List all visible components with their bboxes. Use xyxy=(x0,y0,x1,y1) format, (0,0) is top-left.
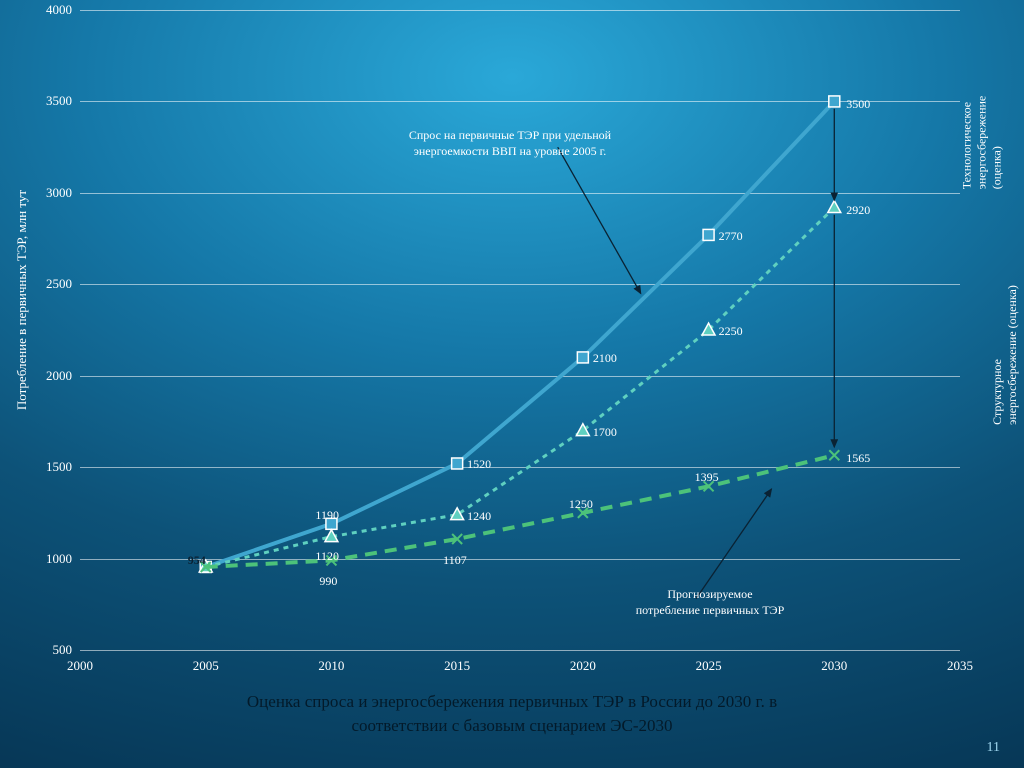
data-label: 2100 xyxy=(593,351,617,366)
data-label: 1565 xyxy=(846,451,870,466)
y-tick: 2000 xyxy=(46,368,80,384)
page-number: 11 xyxy=(987,740,1000,756)
annotation-right-struct: Структурноеэнергосбережение (оценка) xyxy=(990,285,1020,425)
chart-plot-area: 5001000150020002500300035004000200020052… xyxy=(80,10,960,650)
data-label: 2250 xyxy=(719,324,743,339)
data-label: 1190 xyxy=(315,508,339,523)
data-label: 2770 xyxy=(719,229,743,244)
y-tick: 1500 xyxy=(46,459,80,475)
y-tick: 3500 xyxy=(46,93,80,109)
data-label: 1520 xyxy=(467,457,491,472)
y-axis-label: Потребление в первичных ТЭР, млн тут xyxy=(14,190,30,410)
x-tick: 2035 xyxy=(947,650,973,674)
marker-tech xyxy=(702,323,715,335)
marker-tech xyxy=(451,508,464,520)
caption: Оценка спроса и энергосбережения первичн… xyxy=(0,690,1024,738)
x-tick: 2020 xyxy=(570,650,596,674)
data-label: 1700 xyxy=(593,425,617,440)
y-tick: 4000 xyxy=(46,2,80,18)
x-tick: 2000 xyxy=(67,650,93,674)
slide-stage: Потребление в первичных ТЭР, млн тут 500… xyxy=(0,0,1024,768)
x-tick: 2025 xyxy=(696,650,722,674)
data-label: 1120 xyxy=(315,549,339,564)
marker-demand xyxy=(829,96,840,107)
marker-demand xyxy=(452,458,463,469)
series-tech xyxy=(206,207,835,566)
y-tick: 1000 xyxy=(46,551,80,567)
data-label: 2920 xyxy=(846,203,870,218)
annotation-bottom: Прогнозируемоепотребление первичных ТЭР xyxy=(600,587,820,618)
x-tick: 2030 xyxy=(821,650,847,674)
annotation-top: Спрос на первичные ТЭР при удельнойэнерг… xyxy=(370,128,650,159)
data-label: 3500 xyxy=(846,97,870,112)
chart-svg xyxy=(80,10,960,650)
x-tick: 2015 xyxy=(444,650,470,674)
y-tick: 3000 xyxy=(46,185,80,201)
arrow xyxy=(696,489,771,599)
data-label: 1250 xyxy=(569,497,593,512)
marker-forecast xyxy=(829,450,839,460)
data-label: 954 xyxy=(188,553,206,568)
y-tick: 2500 xyxy=(46,276,80,292)
arrow xyxy=(558,147,641,293)
annotation-right-tech: Технологическоеэнергосбережение(оценка) xyxy=(959,96,1004,190)
marker-tech xyxy=(828,201,841,213)
marker-demand xyxy=(577,352,588,363)
data-label: 1240 xyxy=(467,509,491,524)
marker-demand xyxy=(703,229,714,240)
data-label: 990 xyxy=(319,574,337,589)
x-tick: 2005 xyxy=(193,650,219,674)
data-label: 1107 xyxy=(443,553,467,568)
x-tick: 2010 xyxy=(318,650,344,674)
data-label: 1395 xyxy=(695,470,719,485)
